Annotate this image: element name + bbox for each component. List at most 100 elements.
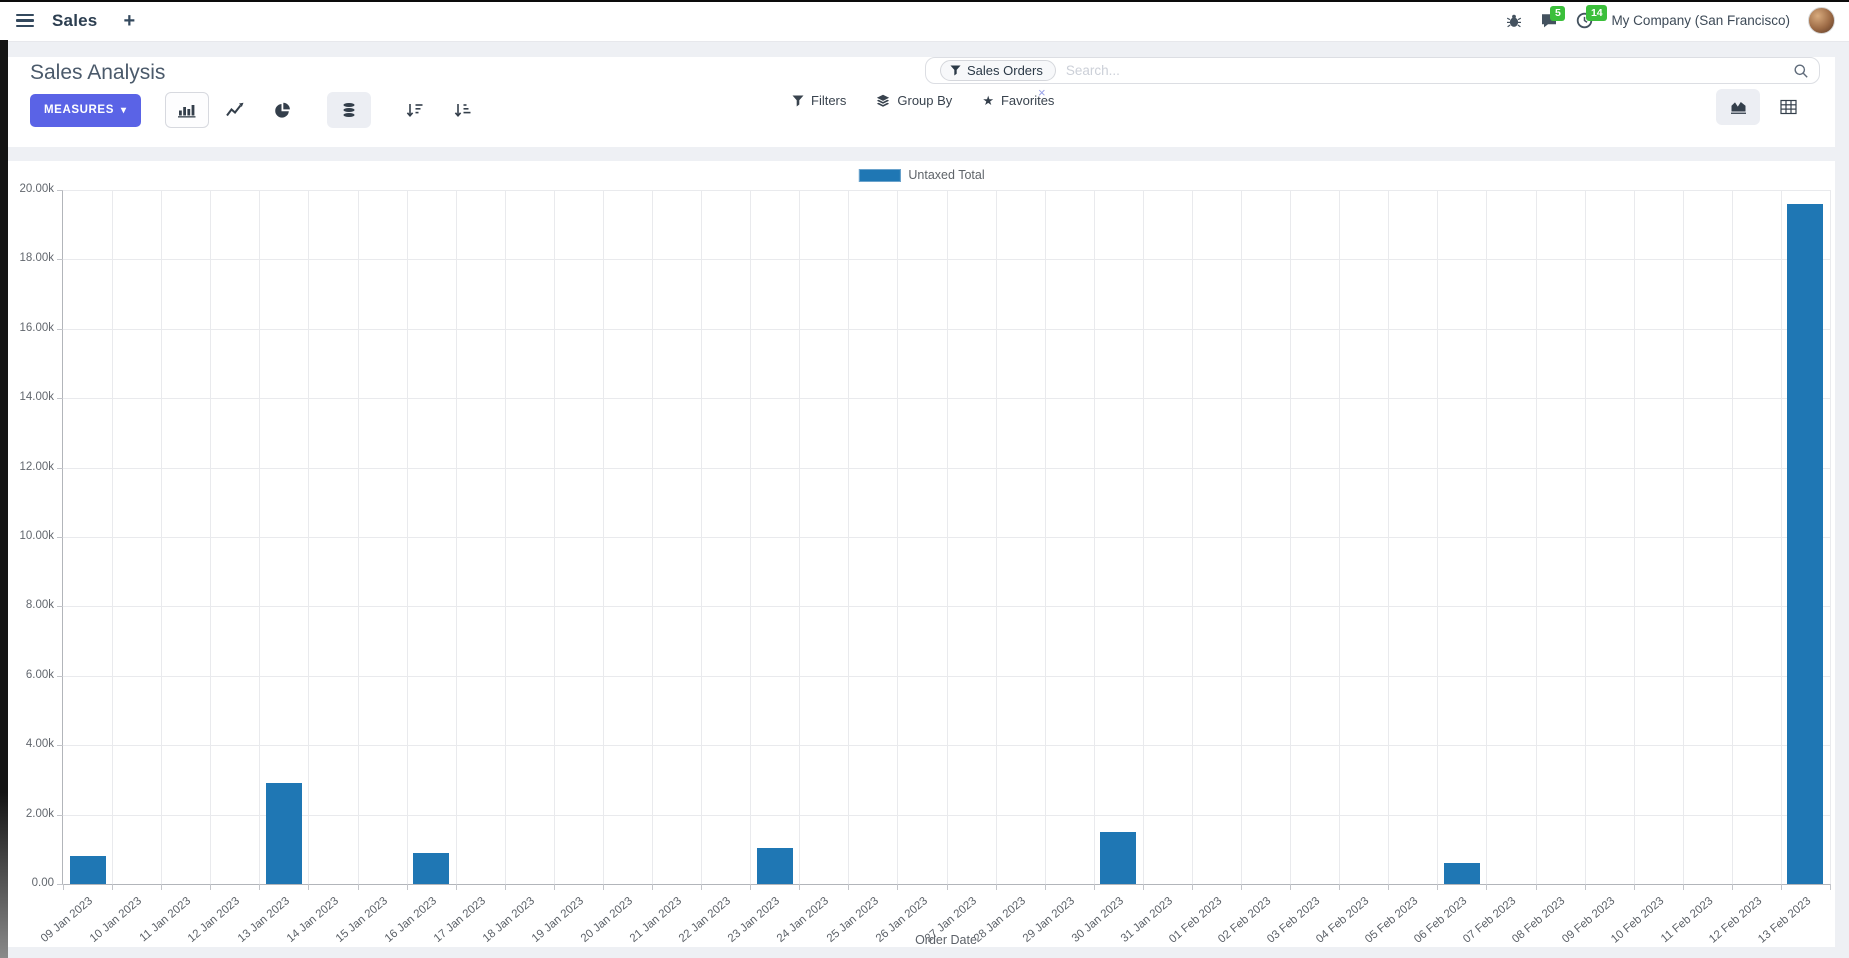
- x-axis-label: 09 Jan 2023: [39, 895, 96, 945]
- star-icon: ★: [982, 93, 994, 108]
- search-box[interactable]: Sales Orders ×: [925, 57, 1820, 99]
- y-gridline: [63, 467, 1830, 469]
- messages-icon[interactable]: 5: [1540, 5, 1566, 29]
- chart-bar[interactable]: [1787, 203, 1824, 884]
- x-tick: [1633, 884, 1635, 890]
- y-gridline: [63, 537, 1830, 538]
- navbar-left: Sales +: [14, 11, 135, 31]
- x-gridline: [210, 190, 212, 884]
- favorites-dropdown[interactable]: ★ Favorites: [982, 93, 1055, 108]
- user-avatar[interactable]: [1808, 7, 1835, 34]
- x-gridline: [504, 190, 506, 884]
- chart-legend[interactable]: Untaxed Total: [858, 168, 985, 182]
- chart-bar[interactable]: [265, 783, 302, 884]
- page-title: Sales Analysis: [30, 61, 166, 84]
- screen-edge-artifact-left: [0, 40, 8, 958]
- graph-view-button[interactable]: [1716, 89, 1760, 125]
- y-tick: [57, 745, 63, 747]
- x-gridline: [848, 190, 850, 884]
- line-chart-icon: [225, 102, 244, 117]
- activities-clock-icon[interactable]: 14: [1576, 5, 1608, 29]
- x-gridline: [1780, 190, 1782, 884]
- x-tick: [1142, 884, 1144, 890]
- x-gridline: [357, 190, 359, 884]
- company-switcher[interactable]: My Company (San Francisco): [1611, 13, 1790, 28]
- search-icon[interactable]: [1793, 63, 1809, 79]
- chart-bar[interactable]: [756, 847, 793, 884]
- app-name[interactable]: Sales: [52, 10, 98, 30]
- x-tick: [553, 884, 555, 890]
- chart-bar[interactable]: [1443, 863, 1480, 884]
- view-switcher: [1716, 89, 1810, 125]
- navbar-right: 5 14 My Company (San Francisco): [1506, 5, 1835, 34]
- x-gridline: [1191, 190, 1193, 884]
- y-axis-label: 10.00k: [19, 530, 54, 542]
- apps-menu-icon[interactable]: [14, 12, 36, 30]
- x-tick: [406, 884, 408, 890]
- x-gridline: [1682, 190, 1684, 884]
- stacked-toggle-button[interactable]: [326, 92, 371, 128]
- x-tick: [1388, 884, 1390, 890]
- sort-ascending-button[interactable]: [441, 92, 485, 128]
- x-axis-label: 09 Feb 2023: [1559, 895, 1617, 946]
- x-axis-label: 03 Feb 2023: [1265, 895, 1323, 946]
- filters-dropdown[interactable]: Filters: [792, 93, 846, 108]
- x-axis-label: 10 Jan 2023: [88, 895, 145, 945]
- x-gridline: [1830, 190, 1831, 884]
- x-gridline: [1290, 190, 1292, 884]
- bar-chart-icon: [177, 105, 196, 118]
- x-gridline: [1241, 190, 1242, 884]
- chart-bar[interactable]: [413, 852, 450, 884]
- x-axis-label: 13 Jan 2023: [235, 895, 292, 945]
- sort-ascending-icon: [454, 104, 471, 118]
- sort-descending-button[interactable]: [393, 92, 437, 128]
- x-gridline: [1339, 190, 1341, 884]
- x-tick: [1780, 884, 1782, 890]
- chart-bar[interactable]: [69, 856, 106, 884]
- debug-bug-icon[interactable]: [1506, 13, 1522, 29]
- x-axis-label: 11 Feb 2023: [1658, 895, 1715, 946]
- x-gridline: [701, 190, 703, 884]
- x-tick: [1486, 884, 1488, 890]
- line-chart-button[interactable]: [213, 92, 257, 128]
- pivot-view-button[interactable]: [1766, 89, 1810, 125]
- x-tick: [1535, 884, 1537, 890]
- search-options: Filters Group By ★ Favorites: [792, 93, 1054, 108]
- search-facet-sales-orders[interactable]: Sales Orders: [940, 60, 1056, 81]
- pie-chart-button[interactable]: [261, 92, 305, 128]
- x-gridline: [995, 190, 997, 884]
- x-tick: [1290, 884, 1292, 890]
- x-gridline: [1437, 190, 1439, 884]
- x-axis-label: 07 Feb 2023: [1461, 895, 1519, 946]
- x-tick: [897, 884, 899, 890]
- x-axis-label: 20 Jan 2023: [578, 895, 636, 945]
- x-tick: [455, 884, 457, 890]
- y-gridline: [63, 328, 1830, 330]
- area-chart-icon: [1730, 102, 1746, 114]
- x-gridline: [750, 190, 752, 884]
- group-by-dropdown[interactable]: Group By: [876, 93, 952, 108]
- caret-down-icon: ▾: [120, 104, 127, 116]
- x-axis-label: 14 Jan 2023: [284, 895, 341, 945]
- x-axis-label: 01 Feb 2023: [1166, 895, 1225, 946]
- plus-icon[interactable]: +: [123, 9, 136, 32]
- measures-button[interactable]: MEASURES ▾: [30, 93, 141, 127]
- y-gridline: [63, 259, 1830, 261]
- chart-bar[interactable]: [1100, 831, 1137, 884]
- facet-remove-icon[interactable]: ×: [1038, 85, 1046, 100]
- x-tick: [259, 884, 261, 890]
- x-axis-label: 29 Jan 2023: [1020, 895, 1077, 945]
- screen-edge-artifact-top: [0, 0, 1849, 2]
- y-axis-label: 4.00k: [25, 738, 54, 751]
- bar-chart-button[interactable]: [164, 92, 209, 128]
- graph-toolbar: MEASURES ▾: [30, 91, 485, 129]
- x-gridline: [1388, 190, 1390, 884]
- y-gridline: [63, 398, 1830, 400]
- layers-icon: [877, 94, 890, 107]
- x-tick: [1339, 884, 1341, 890]
- y-axis-label: 8.00k: [25, 599, 54, 612]
- x-tick: [1191, 884, 1193, 890]
- search-input[interactable]: [1063, 62, 1793, 79]
- x-tick: [701, 884, 703, 890]
- y-tick: [57, 537, 63, 538]
